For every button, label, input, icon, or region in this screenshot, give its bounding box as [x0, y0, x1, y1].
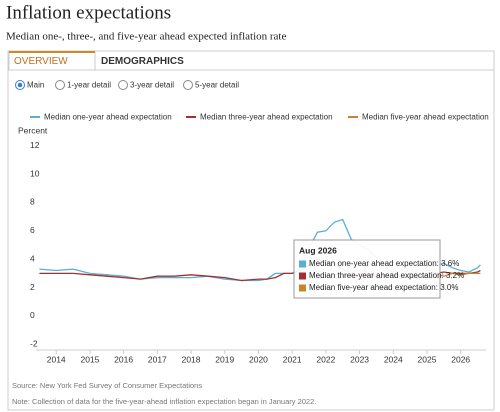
y-tick-label: 12 [30, 140, 40, 150]
tooltip-item: Median one-year ahead expectation: 3.6% [309, 259, 459, 268]
x-tick-label: 2025 [418, 354, 437, 364]
tooltip: Aug 2026 Median one-year ahead expectati… [293, 239, 464, 299]
tooltip-swatch [299, 260, 306, 268]
radio[interactable] [55, 80, 65, 90]
title: Inflation expectations [6, 2, 171, 23]
x-tick-label: 2015 [80, 354, 99, 364]
y-tick-label: 2 [30, 282, 35, 292]
tooltip-item: Median three-year ahead expectation: 3.2… [309, 271, 464, 280]
radio[interactable] [183, 80, 193, 90]
tab[interactable]: OVERVIEW [14, 56, 68, 67]
x-tick-label: 2023 [350, 354, 369, 364]
y-tick-label: 8 [30, 197, 35, 207]
x-tick-label: 2018 [182, 354, 201, 364]
y-tick-label: 4 [30, 253, 35, 263]
tooltip-title: Aug 2026 [299, 245, 337, 255]
y-tick-label: 10 [30, 168, 40, 178]
radio-label[interactable]: 5-year detail [195, 81, 239, 90]
x-tick-label: 2026 [451, 354, 470, 364]
subtitle: Median one-, three-, and five-year ahead… [6, 31, 286, 43]
x-tick-label: 2017 [148, 354, 167, 364]
radio-dot [17, 82, 23, 88]
x-tick-label: 2019 [215, 354, 234, 364]
legend-label[interactable]: Median five-year ahead expectation [362, 113, 489, 122]
source: Source: New York Fed Survey of Consumer … [12, 381, 202, 390]
radio-label[interactable]: 3-year detail [130, 81, 174, 90]
radio-label[interactable]: 1-year detail [67, 81, 111, 90]
y-axis-label: Percent [18, 125, 48, 135]
note: Note: Collection of data for the five-ye… [12, 397, 316, 406]
legend-label[interactable]: Median three-year ahead expectation [200, 113, 333, 122]
x-tick-label: 2020 [249, 354, 268, 364]
x-tick-label: 2021 [283, 354, 302, 364]
tooltip-item: Median five-year ahead expectation: 3.0% [309, 283, 458, 292]
tooltip-box [293, 239, 441, 299]
legend-label[interactable]: Median one-year ahead expectation [44, 113, 172, 122]
tab[interactable]: DEMOGRAPHICS [101, 56, 184, 67]
tooltip-swatch [299, 272, 306, 280]
y-tick-label: 0 [30, 310, 35, 320]
radio-label[interactable]: Main [27, 81, 44, 90]
y-tick-label: -2 [30, 339, 38, 349]
radio[interactable] [118, 80, 128, 90]
x-tick-label: 2016 [114, 354, 133, 364]
x-tick-label: 2022 [316, 354, 335, 364]
x-tick-label: 2014 [47, 354, 66, 364]
tooltip-swatch [299, 284, 306, 292]
y-tick-label: 6 [30, 225, 35, 235]
panel [7, 50, 495, 411]
x-tick-label: 2024 [384, 354, 403, 364]
